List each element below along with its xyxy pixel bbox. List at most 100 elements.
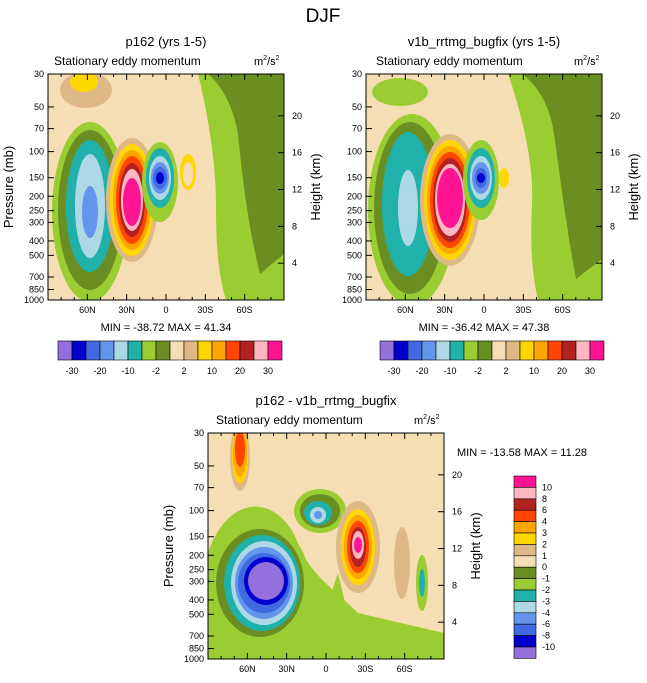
colorbar-label: 4	[542, 517, 547, 527]
x-tick-label: 30S	[515, 305, 531, 315]
pressure-tick-label: 100	[347, 147, 362, 157]
pressure-tick-label: 850	[347, 285, 362, 295]
panel-a-tan-se	[183, 162, 193, 186]
colorbar-label: -30	[65, 366, 78, 376]
colorbar-swatch	[379, 340, 395, 361]
panel-b-stats: MIN = -36.42 MAX = 47.38	[419, 322, 550, 334]
colorbar-label: 3	[542, 528, 547, 538]
colorbar-swatch	[449, 340, 465, 361]
pressure-tick-label: 50	[194, 461, 204, 471]
colorbar-label: -10	[443, 366, 456, 376]
colorbar-label: -2	[474, 366, 482, 376]
colorbar-swatch	[513, 544, 537, 557]
pressure-tick-label: 300	[347, 217, 362, 227]
panel-b-dkgreen-east	[522, 74, 602, 279]
colorbar-swatch	[561, 340, 577, 361]
colorbar-swatch	[253, 340, 269, 361]
colorbar-swatch	[239, 340, 255, 361]
panel-c-units: m2/s2	[414, 414, 440, 427]
pressure-tick-label: 30	[352, 69, 362, 79]
colorbar-swatch	[513, 532, 537, 545]
colorbar-swatch	[211, 340, 227, 361]
pressure-tick-label: 1000	[24, 295, 44, 305]
panel-a-blue-nw	[82, 186, 98, 238]
panel-b-title: v1b_rrtmg_bugfix (yrs 1-5)	[408, 34, 560, 49]
panel-c-colorbar: 10 86 432 10 -1-2-3 -4-6 -8-10	[513, 475, 555, 659]
colorbar-swatch	[513, 635, 537, 648]
x-tick-label: 0	[163, 305, 168, 315]
panel-b-units: m2/s2	[574, 55, 600, 68]
colorbar-swatch	[99, 340, 115, 361]
pressure-tick-label: 70	[352, 124, 362, 134]
pressure-tick-label: 500	[347, 250, 362, 260]
pressure-tick-label: 850	[29, 285, 44, 295]
panel-a-field	[48, 74, 284, 300]
panel-a-colorbar: -30 -20 -10 -2 2 10 20 30	[57, 340, 283, 376]
colorbar-swatch	[477, 340, 493, 361]
panel-c-ylabel: Pressure (mb)	[161, 505, 176, 587]
pressure-tick-label: 30	[194, 428, 204, 438]
colorbar-swatch	[513, 475, 537, 488]
height-tick-label: 8	[610, 221, 615, 231]
colorbar-swatch	[113, 340, 129, 361]
panel-b: v1b_rrtmg_bugfix (yrs 1-5) Stationary ed…	[342, 34, 641, 376]
colorbar-label: 2	[181, 366, 186, 376]
panel-b-lightblue-nw	[398, 170, 418, 246]
colorbar-label: 10	[529, 366, 539, 376]
pressure-tick-label: 70	[34, 124, 44, 134]
x-tick-label: 60N	[79, 305, 96, 315]
panel-b-green-top	[372, 78, 428, 106]
x-tick-label: 60N	[239, 664, 256, 674]
colorbar-swatch	[513, 555, 537, 568]
panel-b-subtitle: Stationary eddy momentum	[376, 54, 523, 68]
panel-a-pos-magenta	[123, 178, 141, 226]
panel-a-yellow-top	[70, 74, 98, 92]
colorbar-swatch	[513, 566, 537, 579]
colorbar-swatch	[505, 340, 521, 361]
pressure-tick-label: 100	[189, 506, 204, 516]
colorbar-label: -4	[542, 608, 550, 618]
x-tick-label: 60N	[397, 305, 414, 315]
colorbar-swatch	[225, 340, 241, 361]
panel-b-x-axis: 60N 30N 0 30S 60S	[378, 74, 590, 315]
panel-a-neg-dark	[156, 172, 164, 184]
height-tick-label: 12	[292, 185, 302, 195]
pressure-tick-label: 150	[347, 173, 362, 183]
panel-c-green-band	[318, 573, 358, 659]
colorbar-label: -10	[542, 642, 555, 652]
colorbar-label: -8	[542, 631, 550, 641]
pressure-tick-label: 300	[29, 217, 44, 227]
panel-a-stats: MIN = -38.72 MAX = 41.34	[101, 322, 232, 334]
colorbar-swatch	[513, 623, 537, 636]
panel-c-teal-east	[419, 569, 425, 597]
colorbar-swatch	[575, 340, 591, 361]
pressure-tick-label: 250	[29, 206, 44, 216]
colorbar-swatch	[513, 612, 537, 625]
panel-a: p162 (yrs 1-5) Stationary eddy momentum …	[1, 34, 323, 376]
colorbar-swatch	[513, 646, 537, 659]
colorbar-swatch	[513, 578, 537, 591]
colorbar-label: -20	[415, 366, 428, 376]
colorbar-label: -30	[387, 366, 400, 376]
panel-b-ylabel-right: Height (km)	[626, 153, 641, 220]
colorbar-swatch	[435, 340, 451, 361]
height-tick-label: 4	[452, 617, 457, 627]
x-tick-label: 60S	[397, 664, 413, 674]
figure-title: DJF	[306, 6, 341, 27]
pressure-tick-label: 400	[29, 236, 44, 246]
height-tick-label: 12	[452, 544, 462, 554]
pressure-tick-label: 1000	[184, 654, 204, 664]
colorbar-label: 6	[542, 505, 547, 515]
height-tick-label: 4	[292, 258, 297, 268]
height-tick-label: 4	[610, 258, 615, 268]
colorbar-label: -3	[542, 596, 550, 606]
colorbar-swatch	[513, 509, 537, 522]
pressure-tick-label: 700	[29, 272, 44, 282]
height-tick-label: 20	[610, 111, 620, 121]
x-tick-label: 30N	[436, 305, 453, 315]
colorbar-swatch	[85, 340, 101, 361]
pressure-tick-label: 150	[29, 173, 44, 183]
x-tick-label: 30S	[197, 305, 213, 315]
